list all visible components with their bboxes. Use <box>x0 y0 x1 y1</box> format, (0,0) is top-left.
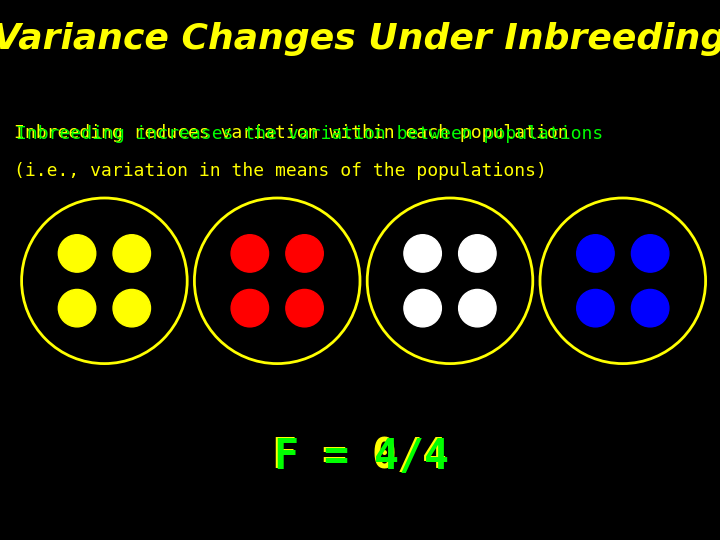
Ellipse shape <box>404 289 441 327</box>
Ellipse shape <box>577 289 614 327</box>
Ellipse shape <box>113 235 150 272</box>
Ellipse shape <box>631 235 669 272</box>
Ellipse shape <box>631 289 669 327</box>
Ellipse shape <box>459 289 496 327</box>
Ellipse shape <box>459 235 496 272</box>
Ellipse shape <box>286 289 323 327</box>
Text: F = 0/4: F = 0/4 <box>272 435 448 477</box>
Ellipse shape <box>58 289 96 327</box>
Ellipse shape <box>231 235 269 272</box>
Text: Variance Changes Under Inbreeding: Variance Changes Under Inbreeding <box>0 22 720 56</box>
Ellipse shape <box>404 235 441 272</box>
Ellipse shape <box>231 289 269 327</box>
Ellipse shape <box>113 289 150 327</box>
Ellipse shape <box>577 235 614 272</box>
Text: (i.e., variation in the means of the populations): (i.e., variation in the means of the pop… <box>14 162 547 180</box>
Text: Inbreeding reduces variation within each population: Inbreeding reduces variation within each… <box>14 124 569 142</box>
Ellipse shape <box>286 235 323 272</box>
Ellipse shape <box>58 235 96 272</box>
Text: Inbreeding increases the variation between populations: Inbreeding increases the variation betwe… <box>16 125 603 143</box>
Text: F = 4/4: F = 4/4 <box>274 436 449 478</box>
